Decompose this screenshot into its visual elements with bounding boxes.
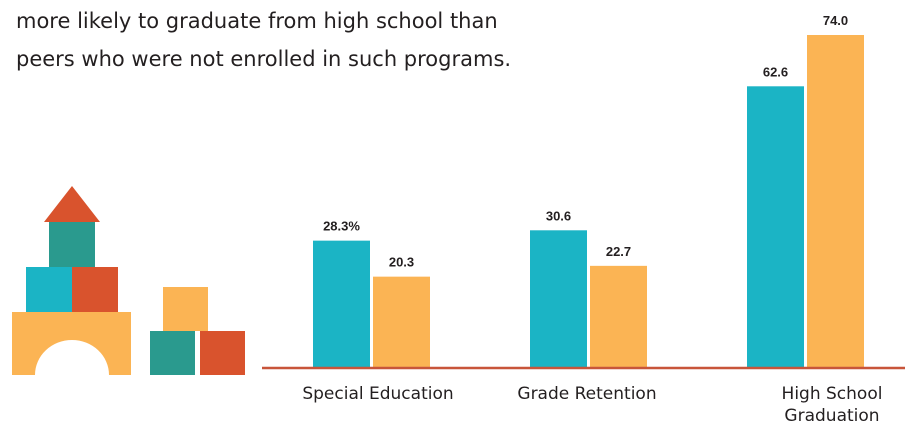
value-label-1-2: 30.6	[546, 208, 571, 223]
left-blue-block	[26, 267, 72, 312]
bar-2-3	[807, 35, 864, 368]
arch-block	[12, 312, 131, 375]
intro-line-1: more likely to graduate from high school…	[16, 9, 498, 33]
value-label-2-1: 20.3	[389, 255, 414, 270]
intro-text: more likely to graduate from high school…	[16, 2, 636, 78]
bottom-red-block	[200, 331, 245, 375]
bars-group	[313, 35, 864, 369]
small-orange-block	[163, 287, 208, 331]
bar-2-2	[590, 265, 647, 368]
bar-2-1	[373, 276, 430, 368]
category-label-2: Grade Retention	[517, 384, 656, 404]
category-label-3-line-2: Graduation	[784, 406, 879, 426]
value-label-1-3: 62.6	[763, 64, 788, 79]
bar-1-2	[530, 230, 587, 368]
roof-block	[44, 186, 100, 222]
bottom-teal-block	[150, 331, 195, 375]
value-label-2-3: 74.0	[823, 13, 848, 28]
value-label-2-2: 22.7	[606, 244, 631, 259]
intro-line-2: peers who were not enrolled in such prog…	[16, 47, 512, 71]
category-label-1: Special Education	[302, 384, 453, 404]
value-label-1-1: 28.3%	[323, 219, 360, 234]
toy-blocks-illustration	[12, 186, 245, 375]
top-teal-block	[49, 222, 95, 267]
labels-group: 28.3% 20.3 Special Education 30.6 22.7 Grade …	[302, 13, 882, 426]
category-label-3-line-1: High School	[782, 384, 883, 404]
right-red-block	[72, 267, 118, 312]
bar-1-3	[747, 86, 804, 369]
bar-1-1	[313, 240, 370, 368]
